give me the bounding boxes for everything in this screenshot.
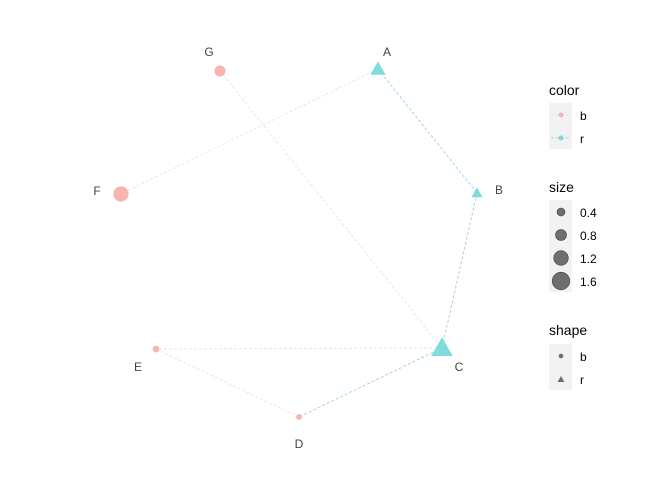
legend-shape-circle [558, 353, 564, 359]
edge-B-C [441, 192, 478, 349]
edge-C-E [155, 347, 443, 350]
legend-point-r [558, 135, 564, 141]
edge-A-F [120, 68, 379, 195]
legend-key-bg [549, 103, 572, 149]
legend-shape-label-r: r [580, 373, 584, 387]
legend-shape-label-b: b [580, 350, 587, 364]
legend-size-point [555, 229, 567, 241]
node-label-A: A [383, 45, 391, 59]
node-label-B: B [495, 183, 503, 197]
labels-layer: A B C D E F G [93, 45, 503, 451]
legend-size-label: 1.6 [580, 275, 597, 289]
node-label-D: D [295, 437, 304, 451]
node-label-F: F [93, 184, 100, 198]
edge-G-C [219, 70, 443, 349]
legend-color: color b r [549, 82, 587, 149]
node-D [296, 414, 302, 420]
legend-color-label-r: r [580, 132, 584, 146]
node-label-G: G [204, 45, 213, 59]
node-G [214, 65, 226, 77]
node-B [471, 187, 483, 198]
legend-size-point [556, 207, 566, 217]
legend-size-title: size [549, 179, 574, 195]
node-label-C: C [455, 360, 464, 374]
legend-size-label: 0.8 [580, 229, 597, 243]
node-C [431, 337, 453, 357]
legend-size-label: 1.2 [580, 252, 597, 266]
legend-size-point [553, 250, 569, 266]
legend-size-label: 0.4 [580, 206, 597, 220]
legend-size-point [551, 271, 571, 291]
node-F [113, 186, 129, 202]
edges-layer [120, 68, 478, 418]
legend-key-bg [549, 200, 572, 292]
edge-A-B [377, 68, 478, 194]
legend-color-label-b: b [580, 109, 587, 123]
node-E [152, 345, 160, 353]
legend-shape-triangle [557, 376, 565, 382]
edge-D-E [155, 348, 300, 418]
nodes-layer [113, 61, 483, 420]
legend-point-b [558, 112, 564, 118]
legend-color-title: color [549, 82, 580, 98]
node-label-E: E [134, 360, 142, 374]
legend-key-bg [549, 344, 572, 390]
legend-shape-title: shape [549, 322, 587, 338]
edge-C-D [298, 347, 443, 418]
legend-size: size 0.4 0.8 1.2 1.6 [549, 179, 597, 292]
legend-shape: shape b r [549, 322, 587, 390]
node-A [370, 61, 386, 75]
